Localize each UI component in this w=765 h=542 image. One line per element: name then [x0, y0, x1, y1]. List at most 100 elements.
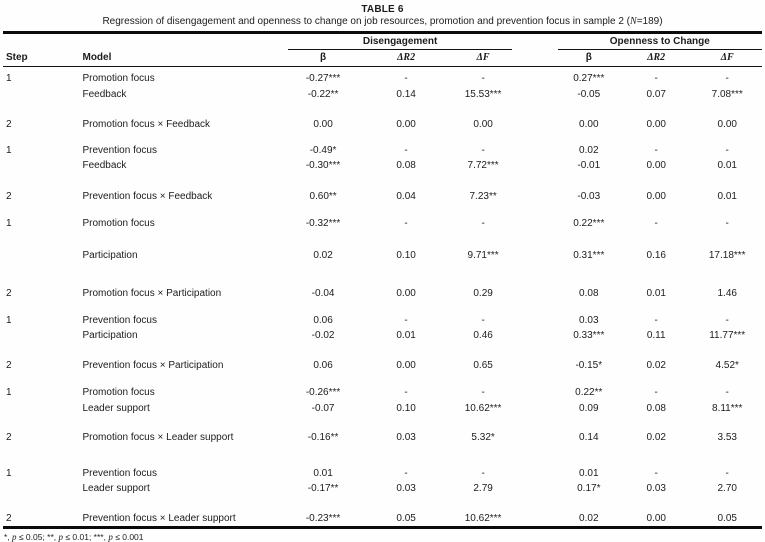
open-df-cell: - — [725, 144, 729, 156]
open-df-cell: - — [725, 217, 729, 229]
open-beta-cell: -0.05 — [577, 88, 601, 100]
group-header-spacer — [3, 33, 288, 50]
step-cell: 1 — [6, 467, 12, 479]
dis-df-cell: 0.46 — [473, 329, 493, 341]
col-header-step: Step — [3, 49, 79, 67]
open-beta-cell: 0.33*** — [573, 329, 605, 341]
open-dr2-cell: 0.07 — [646, 88, 666, 100]
dis-df-cell: - — [481, 314, 485, 326]
dis-beta-cell: -0.22** — [307, 88, 339, 100]
row-spacer-cell — [3, 173, 762, 189]
table-row: 1 Promotion focus -0.27*** - -0.27*** - - — [3, 71, 762, 86]
gap-cell — [512, 481, 557, 496]
open-dr2-cell: - — [654, 217, 658, 229]
dis-beta-cell: -0.30*** — [305, 159, 341, 171]
step-cell: 1 — [6, 217, 12, 229]
dis-dr2-cell: 0.03 — [396, 482, 416, 494]
table-row: Participation -0.02 0.01 0.46 0.33*** 0.11 11.… — [3, 328, 762, 343]
dis-dr2-cell: - — [404, 314, 408, 326]
open-df-cell: - — [725, 467, 729, 479]
table-row: 2 Prevention focus × Feedback 0.60** 0.04 7.… — [3, 189, 762, 204]
row-spacer — [3, 132, 762, 143]
gap-cell — [512, 430, 557, 445]
model-cell: Prevention focus × Leader support — [82, 512, 236, 524]
open-dr2-cell: 0.16 — [646, 249, 666, 261]
open-beta-cell: 0.22*** — [573, 217, 605, 229]
open-dr2-cell: 0.02 — [646, 431, 666, 443]
open-beta-cell: 0.31*** — [573, 249, 605, 261]
open-beta-cell: 0.02 — [579, 144, 599, 156]
open-df-cell: 0.01 — [717, 190, 737, 202]
dis-beta-cell: -0.07 — [311, 402, 335, 414]
step-cell: 2 — [6, 359, 12, 371]
col-header-beta-open: β — [557, 49, 620, 67]
dis-beta-cell: -0.02 — [311, 329, 335, 341]
model-cell: Prevention focus — [82, 144, 157, 156]
col-header-gap — [512, 49, 558, 67]
row-spacer-cell — [3, 301, 762, 313]
model-cell: Participation — [82, 329, 138, 341]
open-df-cell: 17.18*** — [708, 249, 746, 261]
dis-dr2-cell: 0.00 — [396, 287, 416, 299]
step-cell: 2 — [6, 190, 12, 202]
dis-dr2-cell: - — [404, 386, 408, 398]
row-spacer — [3, 496, 762, 511]
dis-beta-cell: -0.26*** — [305, 386, 341, 398]
footnote-p-symbol: p — [58, 532, 64, 542]
open-dr2-cell: 0.11 — [646, 329, 666, 341]
row-spacer-cell — [3, 343, 762, 358]
dis-beta-cell: 0.02 — [313, 249, 333, 261]
group-header-row: Disengagement Openness to Change — [3, 32, 762, 50]
step-cell: 2 — [6, 118, 12, 130]
open-dr2-cell: - — [654, 467, 658, 479]
group-gap — [512, 33, 557, 50]
open-df-cell: 7.08*** — [711, 88, 743, 100]
dis-beta-cell: 0.00 — [313, 118, 333, 130]
model-cell: Prevention focus × Feedback — [82, 190, 213, 202]
open-beta-cell: -0.03 — [577, 190, 601, 202]
dis-df-cell: 0.29 — [473, 287, 493, 299]
row-spacer — [3, 173, 762, 189]
footnote-text: ≤ 0.01; ***, — [63, 532, 109, 542]
gap-cell — [512, 158, 557, 173]
dis-dr2-cell: 0.00 — [396, 118, 416, 130]
open-df-cell: 3.53 — [717, 431, 737, 443]
open-df-cell: 8.11*** — [712, 402, 743, 414]
dis-dr2-cell: 0.01 — [396, 329, 416, 341]
gap-cell — [512, 286, 557, 301]
dis-df-cell: - — [481, 72, 485, 84]
dis-df-cell: - — [481, 144, 485, 156]
dis-beta-cell: -0.17** — [307, 482, 339, 494]
dis-dr2-cell: 0.08 — [396, 159, 416, 171]
step-cell — [3, 248, 78, 263]
gap-cell — [512, 117, 557, 132]
open-beta-cell: 0.08 — [579, 287, 599, 299]
dis-df-cell: 15.53*** — [464, 88, 502, 100]
gap-cell — [512, 466, 557, 481]
model-cell: Leader support — [82, 482, 150, 494]
model-cell: Promotion focus — [82, 217, 155, 229]
dis-beta-cell: 0.06 — [313, 314, 333, 326]
open-df-cell: - — [725, 314, 729, 326]
open-beta-cell: -0.15* — [575, 359, 603, 371]
subtitle-text-after: =189) — [636, 16, 663, 27]
table-row: 2 Prevention focus × Leader support -0.23*… — [3, 511, 762, 528]
gap-cell — [512, 313, 557, 328]
subtitle-text: Regression of disengagement and openness… — [102, 16, 631, 27]
table-row: Participation 0.02 0.10 9.71*** 0.31*** 0.16 1… — [3, 248, 762, 263]
footnote: *, p ≤ 0.05; **, p ≤ 0.01; ***, p ≤ 0.00… — [4, 532, 765, 542]
model-cell: Participation — [82, 249, 138, 261]
gap-cell — [512, 189, 557, 204]
gap-cell — [512, 216, 557, 231]
dis-df-cell: - — [481, 386, 485, 398]
step-cell — [3, 481, 78, 496]
dis-df-cell: 7.72*** — [467, 159, 499, 171]
dis-dr2-cell: 0.03 — [396, 431, 416, 443]
row-spacer-cell — [3, 373, 762, 385]
open-df-cell: 11.77*** — [709, 329, 746, 341]
row-spacer — [3, 445, 762, 466]
open-dr2-cell: 0.08 — [646, 402, 666, 414]
row-spacer-cell — [3, 445, 762, 466]
regression-table: Disengagement Openness to Change Step Mo… — [3, 31, 762, 529]
open-dr2-cell: - — [654, 144, 658, 156]
